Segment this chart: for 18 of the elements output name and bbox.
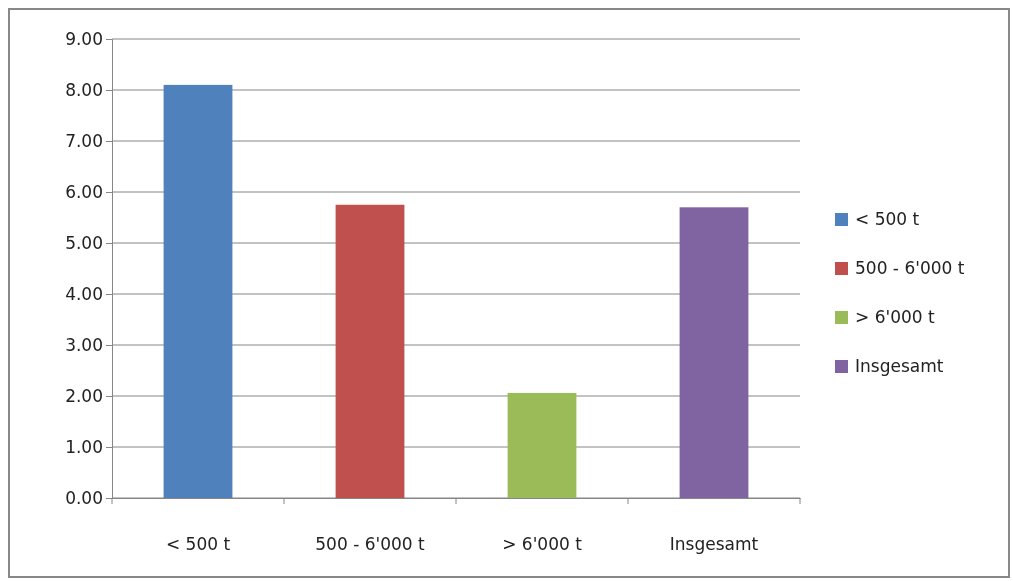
y-tick-label: 2.00 [65, 385, 103, 406]
legend-label: > 6'000 t [855, 307, 935, 327]
y-tick-label: 5.00 [65, 232, 103, 253]
legend-label: < 500 t [855, 209, 920, 229]
legend-label: Insgesamt [855, 356, 944, 376]
y-tick-label: 0.00 [65, 487, 103, 508]
x-tick-label: 500 - 6'000 t [315, 534, 426, 555]
y-tick-label: 1.00 [65, 436, 103, 457]
x-tick-label: > 6'000 t [502, 534, 583, 555]
y-tick-label: 4.00 [65, 283, 103, 304]
y-tick-label: 6.00 [65, 181, 103, 202]
x-tick-label: < 500 t [165, 534, 231, 555]
y-tick-label: 7.00 [65, 130, 103, 151]
y-tick-label: 3.00 [65, 334, 103, 355]
y-tick-label: 8.00 [65, 79, 103, 100]
y-tick-label: 9.00 [65, 28, 103, 49]
x-tick-label: Insgesamt [669, 534, 759, 555]
legend-label: 500 - 6'000 t [855, 258, 965, 278]
